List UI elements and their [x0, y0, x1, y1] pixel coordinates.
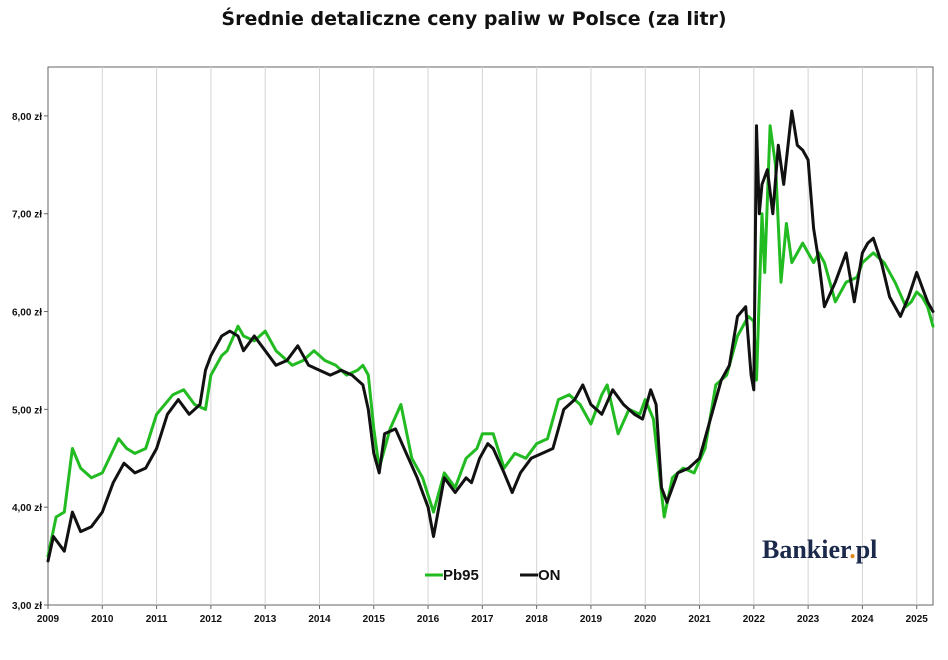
x-tick-label: 2014: [308, 614, 331, 625]
x-tick-label: 2011: [146, 614, 168, 625]
svg-text:Bankier.pl: Bankier.pl: [762, 535, 877, 564]
x-tick-label: 2021: [688, 614, 711, 625]
x-tick-label: 2015: [363, 614, 386, 625]
x-tick-label: 2022: [743, 614, 766, 625]
x-tick-label: 2016: [417, 614, 440, 625]
y-tick-label: 4,00 zł: [12, 503, 42, 514]
legend-label-pb95: Pb95: [443, 567, 479, 584]
series-line-on: [46, 109, 935, 563]
x-tick-label: 2020: [634, 614, 657, 625]
x-tick-label: 2010: [91, 614, 114, 625]
plot-border: [47, 66, 934, 606]
legend-label-on: ON: [538, 567, 561, 584]
logo-main-text: Bankier: [762, 535, 851, 564]
x-tick-label: 2017: [471, 614, 494, 625]
x-tick-label: 2025: [906, 614, 929, 625]
x-tick-label: 2013: [254, 614, 277, 625]
series-layer: [46, 109, 935, 563]
x-tick-label: 2019: [580, 614, 603, 625]
chart-title: Średnie detaliczne ceny paliw w Polsce (…: [221, 8, 727, 30]
x-tick-label: 2018: [526, 614, 549, 625]
y-tick-label: 7,00 zł: [12, 210, 42, 221]
y-tick-label: 6,00 zł: [12, 308, 42, 319]
x-tick-label: 2012: [200, 614, 223, 625]
logo-dot: .: [849, 535, 856, 564]
bankier-logo: Bankier.pl: [762, 535, 877, 564]
legend: Pb95 ON: [425, 567, 561, 584]
grid-layer: [101, 67, 918, 605]
y-tick-label: 3,00 zł: [12, 601, 42, 612]
y-tick-label: 5,00 zł: [12, 405, 42, 416]
series-line-pb95: [46, 124, 935, 558]
x-tick-label: 2009: [37, 614, 60, 625]
logo-tld-text: pl: [856, 535, 878, 564]
y-axis: 3,00 zł 4,00 zł 5,00 zł 6,00 zł 7,00 zł 8,00 …: [12, 112, 48, 612]
y-tick-label: 8,00 zł: [12, 112, 42, 123]
x-tick-label: 2024: [851, 614, 874, 625]
x-tick-label: 2023: [797, 614, 820, 625]
x-axis: 2009 2010 2011 2012 2013 2014 2015 2016 2017 2018…: [37, 605, 928, 625]
